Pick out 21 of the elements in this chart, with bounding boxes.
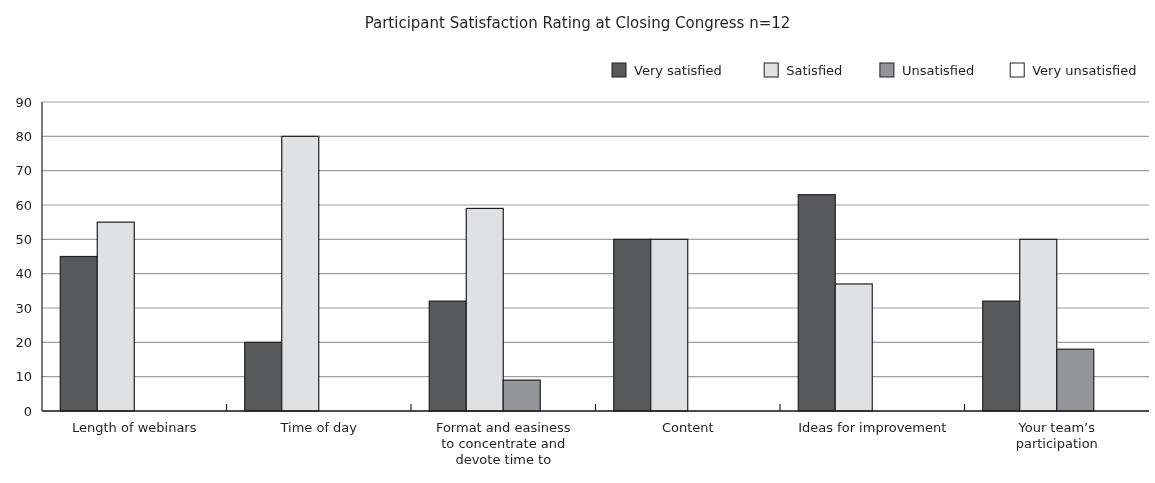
y-tick-label: 70 bbox=[15, 163, 32, 179]
y-tick-label: 80 bbox=[15, 128, 32, 144]
y-tick-label: 50 bbox=[15, 231, 32, 247]
legend-label: Satisfied bbox=[786, 62, 843, 78]
y-tick-label: 60 bbox=[15, 197, 32, 213]
y-tick-label: 20 bbox=[15, 334, 32, 350]
y-tick-label: 30 bbox=[15, 300, 32, 316]
x-tick-label: Ideas for improvement bbox=[798, 420, 947, 435]
y-tick-label: 0 bbox=[23, 403, 32, 419]
x-tick-label: Content bbox=[661, 420, 714, 435]
x-tick-label: Time of day bbox=[279, 420, 358, 435]
legend-label: Very unsatisfied bbox=[1032, 62, 1137, 78]
x-tick-label: Format and easiness to concentrate and devote time to bbox=[435, 420, 571, 467]
chart-title: Participant Satisfaction Rating at Closing Congress n=12 bbox=[364, 14, 791, 32]
x-tick-label: Your team’s participation bbox=[1015, 420, 1098, 451]
legend-label: Very satisfied bbox=[634, 62, 722, 78]
y-tick-label: 10 bbox=[15, 369, 32, 385]
legend-label: Unsatisfied bbox=[901, 62, 975, 78]
y-tick-label: 40 bbox=[15, 266, 32, 282]
x-tick-label: Length of webinars bbox=[72, 420, 197, 435]
y-tick-label: 90 bbox=[15, 94, 32, 110]
